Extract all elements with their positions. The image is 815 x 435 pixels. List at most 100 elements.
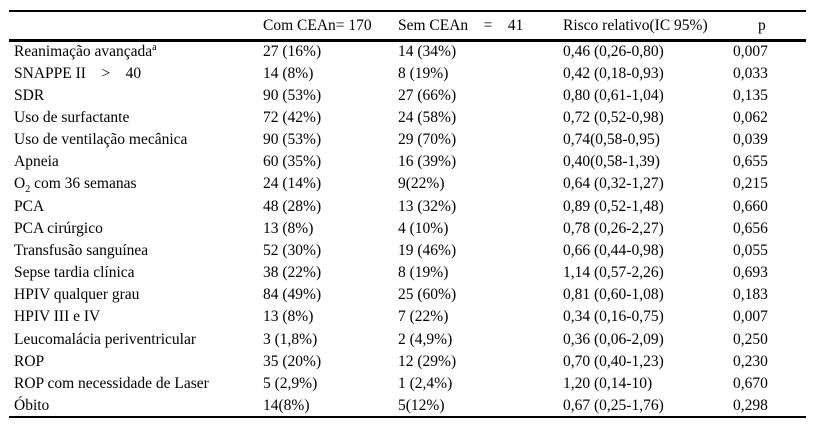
table-row: ROP 35 (20%) 12 (29%) 0,70 (0,40-1,23) 0,230: [9, 350, 806, 372]
cell-rr: 0,78 (0,26-2,27): [563, 219, 664, 237]
row-label: ROP: [9, 350, 263, 372]
cell-sem: 29 (70%): [398, 131, 457, 149]
table-row: HPIV qualquer grau 84 (49%) 25 (60%) 0,81 (…: [9, 284, 806, 306]
cell-com: 13 (8%): [263, 219, 314, 237]
cell-com: 3 (1,8%): [263, 330, 318, 348]
cell-com: 38 (22%): [263, 264, 322, 282]
table-header-row: Com CEAn= 170 Sem CEAn = 41 Risco relativo…: [9, 11, 806, 40]
cell-rr: 0,70 (0,40-1,23): [563, 352, 664, 370]
table-row: Uso de surfactante 72 (42%) 24 (58%) 0,72 (…: [9, 107, 806, 129]
column-header-rr: Risco relativo(IC 95%): [563, 16, 708, 34]
table-row: Reanimação avançadaa 27 (16%) 14 (34%) 0,46…: [9, 40, 806, 62]
cell-com: 35 (20%): [263, 352, 322, 370]
row-label: Uso de surfactante: [9, 107, 263, 129]
cell-sem: 1 (2,4%): [398, 374, 453, 392]
cell-com: 52 (30%): [263, 241, 322, 259]
row-label: PCA cirúrgico: [9, 217, 263, 239]
row-label: Apneia: [9, 151, 263, 173]
cell-rr: 0,46 (0,26-0,80): [563, 43, 664, 61]
cell-sem: 27 (66%): [398, 86, 457, 104]
cell-rr: 0,72 (0,52-0,98): [563, 108, 664, 126]
cell-rr: 0,89 (0,52-1,48): [563, 197, 664, 215]
cell-com: 24 (14%): [263, 175, 322, 193]
column-header-label: [9, 11, 263, 40]
cell-p: 0,230: [733, 352, 768, 370]
cell-sem: 9(22%): [398, 175, 445, 193]
row-label: O2 com 36 semanas: [9, 173, 263, 195]
column-header-sem: Sem CEAn = 41: [398, 16, 524, 34]
row-label: HPIV III e IV: [9, 306, 263, 328]
label-text: com 36 semanas: [30, 175, 137, 193]
cell-p: 0,298: [733, 396, 768, 414]
label-text: Apneia: [14, 153, 59, 171]
table-row: SDR 90 (53%) 27 (66%) 0,80 (0,61-1,04) 0,135: [9, 84, 806, 106]
cell-rr: 1,20 (0,14-10): [563, 374, 653, 392]
cell-rr: 0,80 (0,61-1,04): [563, 86, 664, 104]
cell-rr: 0,81 (0,60-1,08): [563, 286, 664, 304]
cell-com: 72 (42%): [263, 108, 322, 126]
label-text: Óbito: [14, 396, 50, 414]
label-text: SDR: [14, 86, 45, 104]
row-label: Reanimação avançadaa: [9, 40, 263, 62]
label-text: PCA: [14, 197, 45, 215]
cell-p: 0,693: [733, 264, 768, 282]
cell-com: 60 (35%): [263, 153, 322, 171]
cell-sem: 8 (19%): [398, 264, 449, 282]
row-label: SNAPPE II > 40: [9, 62, 263, 84]
cell-com: 84 (49%): [263, 286, 322, 304]
label-text: Reanimação avançada: [14, 43, 153, 61]
row-label: HPIV qualquer grau: [9, 284, 263, 306]
label-text: HPIV III e IV: [14, 308, 101, 326]
label-text: Transfusão sanguínea: [14, 241, 149, 259]
row-label: Leucomalácia periventricular: [9, 328, 263, 350]
label-text: HPIV qualquer grau: [14, 286, 140, 304]
row-label: Uso de ventilação mecânica: [9, 129, 263, 151]
table-row: Sepse tardia clínica 38 (22%) 8 (19%) 1,14 …: [9, 262, 806, 284]
cell-sem: 14 (34%): [398, 43, 457, 61]
cell-com: 90 (53%): [263, 86, 322, 104]
outcomes-comparison-table: Com CEAn= 170 Sem CEAn = 41 Risco relativo…: [9, 10, 806, 418]
label-text: Uso de surfactante: [14, 108, 130, 126]
cell-p: 0,250: [733, 330, 768, 348]
table-row: O2 com 36 semanas 24 (14%) 9(22%) 0,64 (0,3…: [9, 173, 806, 195]
row-label: PCA: [9, 195, 263, 217]
cell-rr: 1,14 (0,57-2,26): [563, 264, 664, 282]
cell-sem: 7 (22%): [398, 308, 449, 326]
cell-sem: 8 (19%): [398, 64, 449, 82]
cell-p: 0,033: [733, 64, 768, 82]
label-text: Uso de ventilação mecânica: [14, 131, 188, 149]
label-text: ROP com necessidade de Laser: [14, 374, 209, 392]
table-row: Transfusão sanguínea 52 (30%) 19 (46%) 0,66…: [9, 240, 806, 262]
cell-sem: 5(12%): [398, 396, 445, 414]
cell-p: 0,007: [733, 43, 768, 61]
table-row: PCA cirúrgico 13 (8%) 4 (10%) 0,78 (0,26-2,…: [9, 217, 806, 239]
table-row: Leucomalácia periventricular 3 (1,8%) 2 (4…: [9, 328, 806, 350]
label-text: SNAPPE II > 40: [14, 64, 142, 82]
cell-com: 5 (2,9%): [263, 374, 318, 392]
cell-sem: 12 (29%): [398, 352, 457, 370]
table-row: Uso de ventilação mecânica 90 (53%) 29 (70…: [9, 129, 806, 151]
cell-rr: 0,42 (0,18-0,93): [563, 64, 664, 82]
cell-p: 0,656: [733, 219, 768, 237]
cell-rr: 0,67 (0,25-1,76): [563, 396, 664, 414]
table-row: ROP com necessidade de Laser 5 (2,9%) 1 (2…: [9, 373, 806, 395]
cell-sem: 19 (46%): [398, 241, 457, 259]
cell-p: 0,039: [733, 131, 768, 149]
table-row: Apneia 60 (35%) 16 (39%) 0,40(0,58-1,39) 0,6…: [9, 151, 806, 173]
table-row: HPIV III e IV 13 (8%) 7 (22%) 0,34 (0,16-0,…: [9, 306, 806, 328]
cell-sem: 25 (60%): [398, 286, 457, 304]
cell-sem: 16 (39%): [398, 153, 457, 171]
cell-p: 0,183: [733, 286, 768, 304]
label-text: PCA cirúrgico: [14, 219, 103, 237]
table-row: PCA 48 (28%) 13 (32%) 0,89 (0,52-1,48) 0,660: [9, 195, 806, 217]
cell-rr: 0,40(0,58-1,39): [563, 153, 660, 171]
label-text: O: [14, 175, 26, 193]
row-label: Sepse tardia clínica: [9, 262, 263, 284]
table-row: SNAPPE II > 40 14 (8%) 8 (19%) 0,42 (0,18-0…: [9, 62, 806, 84]
row-label: Óbito: [9, 395, 263, 417]
row-label: Transfusão sanguínea: [9, 240, 263, 262]
cell-p: 0,660: [733, 197, 768, 215]
cell-p: 0,655: [733, 153, 768, 171]
label-text: Leucomalácia periventricular: [14, 330, 197, 348]
cell-rr: 0,36 (0,06-2,09): [563, 330, 664, 348]
